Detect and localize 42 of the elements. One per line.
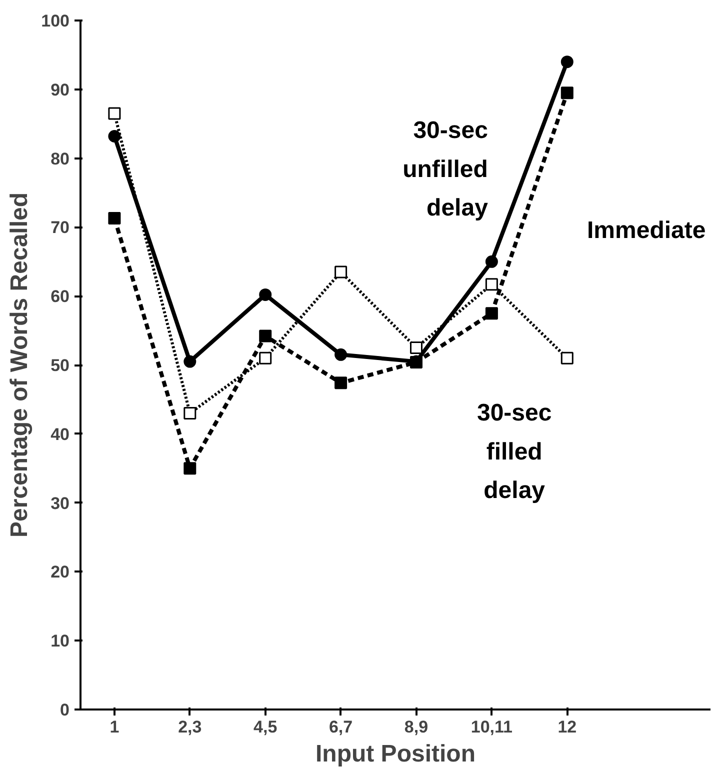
point xyxy=(560,352,574,364)
x-tick-label: 1 xyxy=(110,718,120,736)
point xyxy=(410,342,422,354)
point xyxy=(334,266,348,278)
point xyxy=(560,56,574,68)
point xyxy=(259,288,272,301)
x-axis-title: Input Position xyxy=(316,740,476,768)
x-tick-label: 6,7 xyxy=(328,718,353,736)
point xyxy=(560,86,574,100)
point xyxy=(108,107,121,120)
y-tick-label: 40 xyxy=(50,424,70,444)
point xyxy=(485,278,498,291)
x-tick-label: 12 xyxy=(558,718,577,736)
point xyxy=(184,355,196,368)
y-tick-label: 0 xyxy=(60,700,70,720)
y-tick-label: 90 xyxy=(50,80,70,100)
point xyxy=(485,307,498,320)
point xyxy=(259,352,272,364)
x-tick-label: 8,9 xyxy=(404,718,428,736)
x-tick-label: 10,11 xyxy=(470,718,513,736)
y-tick-label: 20 xyxy=(50,562,70,582)
series-label: 30-sec filled delay xyxy=(476,400,552,504)
y-axis-title: Percentage of Words Recalled xyxy=(6,192,34,538)
y-tick-label: 70 xyxy=(50,218,70,238)
point xyxy=(108,130,121,142)
point xyxy=(259,330,272,342)
point xyxy=(334,348,348,361)
y-tick-label: 100 xyxy=(41,12,70,30)
point xyxy=(108,212,121,224)
y-tick-label: 30 xyxy=(50,494,70,513)
point xyxy=(334,376,348,390)
series-label: 30-sec unfilled delay xyxy=(402,117,489,222)
point xyxy=(184,462,196,475)
y-tick-label: 80 xyxy=(50,149,70,168)
text: Immediate xyxy=(587,217,706,244)
x-tick-label: 2,3 xyxy=(178,718,202,736)
x-tick-label: 4,5 xyxy=(254,718,278,736)
y-tick-label: 10 xyxy=(50,632,70,651)
point xyxy=(485,255,498,268)
y-tick-label: 60 xyxy=(50,287,70,306)
point xyxy=(184,406,196,420)
y-tick-label: 50 xyxy=(50,356,70,375)
